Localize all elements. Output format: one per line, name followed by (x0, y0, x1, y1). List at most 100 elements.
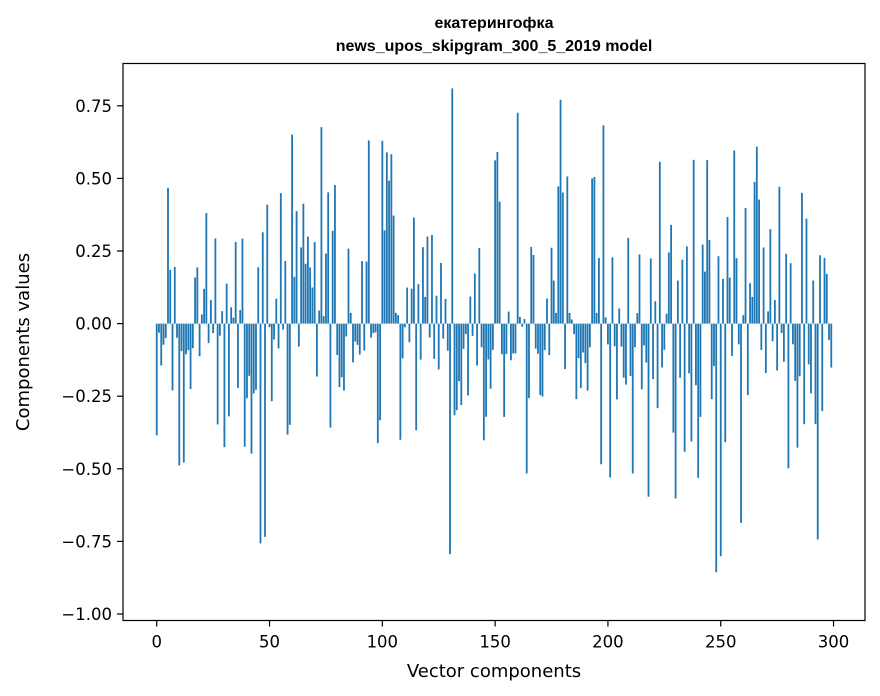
bar (158, 323, 160, 333)
bar (762, 247, 765, 324)
bar (658, 161, 661, 324)
bar (575, 323, 578, 400)
bar (688, 323, 691, 374)
bar (830, 323, 833, 368)
bar (196, 267, 199, 324)
bar (286, 323, 289, 435)
bar (169, 269, 172, 324)
bar (627, 237, 630, 324)
bar (431, 235, 433, 324)
bar (622, 323, 625, 378)
bar (674, 323, 677, 499)
bar (422, 247, 424, 324)
bar (519, 316, 521, 324)
bar (338, 323, 341, 388)
bar (449, 323, 451, 555)
bar (676, 280, 679, 324)
bar (584, 323, 587, 364)
bar (243, 323, 246, 447)
bar (413, 217, 415, 324)
bar (640, 323, 643, 390)
bar (539, 323, 542, 396)
bar (773, 300, 776, 324)
bar (697, 323, 700, 478)
bar (453, 323, 456, 416)
bar (792, 323, 794, 345)
bar (505, 323, 508, 355)
bar (643, 323, 645, 346)
bar (591, 178, 594, 324)
bar (191, 323, 194, 349)
bar (764, 323, 767, 374)
bar (543, 323, 546, 351)
bar (275, 298, 278, 324)
bar (810, 323, 812, 394)
bar (327, 192, 330, 324)
bar (209, 300, 212, 324)
bar (383, 230, 386, 324)
bar (467, 323, 469, 396)
bar (724, 323, 727, 443)
bar (288, 323, 291, 425)
bar (180, 323, 183, 352)
bar (767, 311, 769, 324)
bar (455, 323, 458, 411)
bar (469, 296, 472, 324)
bar (473, 273, 476, 324)
bar (652, 323, 654, 380)
bar (440, 262, 442, 324)
x-tick-label: 200 (592, 633, 624, 652)
bar (415, 323, 418, 431)
bar (785, 253, 788, 324)
x-axis-label: Vector components (407, 661, 581, 682)
bar (595, 312, 598, 324)
bar (801, 192, 803, 324)
bar (200, 314, 203, 324)
bar (548, 323, 551, 356)
bar (683, 323, 686, 452)
bar (205, 212, 208, 324)
y-tick-label: −1.00 (61, 605, 112, 624)
bar (401, 323, 404, 359)
bar (516, 112, 519, 324)
bar (394, 312, 397, 324)
bar (410, 288, 413, 324)
bar (322, 316, 325, 324)
bar (255, 323, 257, 390)
bar (282, 323, 284, 330)
bar (821, 323, 824, 412)
bar (823, 257, 826, 324)
bar (291, 134, 293, 324)
bar (340, 323, 343, 378)
bar (160, 323, 163, 366)
bar (318, 310, 321, 324)
bar (568, 312, 571, 324)
bar (579, 323, 582, 388)
bar (737, 323, 740, 345)
bar (223, 323, 226, 448)
bar (663, 323, 666, 350)
bar (426, 236, 429, 324)
bar (451, 88, 454, 324)
bar (794, 323, 797, 381)
bar (498, 201, 501, 324)
bar (437, 323, 440, 370)
bar (751, 296, 754, 324)
bar (713, 323, 715, 367)
bar (320, 127, 323, 324)
bar (557, 186, 560, 324)
bar (618, 308, 621, 324)
bar (607, 323, 609, 345)
bar (728, 277, 731, 324)
bar (221, 311, 224, 324)
bar (726, 216, 729, 324)
bar (760, 323, 763, 351)
bar (749, 283, 751, 324)
bar (237, 323, 239, 388)
bar (636, 313, 639, 324)
bar (656, 323, 659, 409)
bar (266, 204, 269, 324)
bar (207, 323, 210, 344)
bar (782, 323, 785, 362)
